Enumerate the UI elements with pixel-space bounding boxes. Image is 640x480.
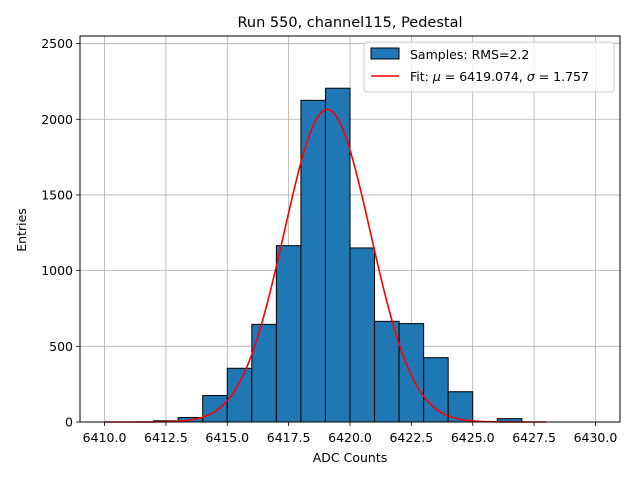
y-tick-label: 1500 <box>41 187 73 202</box>
y-tick-label: 0 <box>65 415 73 430</box>
histogram-bar <box>374 320 400 423</box>
x-tick-label: 6425.0 <box>451 430 495 445</box>
x-tick-label: 6417.5 <box>267 430 311 445</box>
x-tick-label: 6410.0 <box>83 430 127 445</box>
y-tick-label: 2500 <box>41 36 73 51</box>
histogram-bar <box>423 357 449 423</box>
x-tick-label: 6422.5 <box>389 430 433 445</box>
legend-label-samples: Samples: RMS=2.2 <box>410 47 529 62</box>
legend-swatch-samples <box>370 47 400 60</box>
x-tick-label: 6415.0 <box>205 430 249 445</box>
fit-curve-group <box>104 108 547 423</box>
x-axis-ticks: 6410.0 6412.5 6415.0 6417.5 6420.0 6422.5 6425… <box>83 422 618 445</box>
y-tick-label: 2000 <box>41 112 73 127</box>
histogram-bars <box>153 87 523 423</box>
histogram-bar <box>251 323 277 423</box>
x-tick-label: 6430.0 <box>574 430 618 445</box>
legend-label-fit: Fit: μ = 6419.074, σ = 1.757 <box>410 69 589 84</box>
x-axis-label: ADC Counts <box>313 450 388 465</box>
legend: Samples: RMS=2.2 Fit: μ = 6419.074, σ = … <box>363 41 615 93</box>
chart-title: Run 550, channel115, Pedestal <box>237 15 462 31</box>
y-axis-label: Entries <box>14 208 29 252</box>
y-axis-ticks: 0 500 1000 1500 2000 2500 <box>41 36 80 430</box>
histogram-bar <box>275 245 302 423</box>
y-tick-label: 1000 <box>41 263 73 278</box>
histogram-bar <box>202 395 228 423</box>
histogram-bar <box>300 99 326 423</box>
histogram-bar <box>324 87 351 423</box>
y-tick-label: 500 <box>49 339 73 354</box>
x-tick-label: 6420.0 <box>328 430 372 445</box>
x-tick-label: 6427.5 <box>512 430 556 445</box>
legend-box <box>363 41 615 93</box>
fit-curve <box>104 108 547 423</box>
histogram-bar <box>349 247 376 423</box>
histogram-bar <box>398 323 425 423</box>
x-tick-label: 6412.5 <box>144 430 188 445</box>
